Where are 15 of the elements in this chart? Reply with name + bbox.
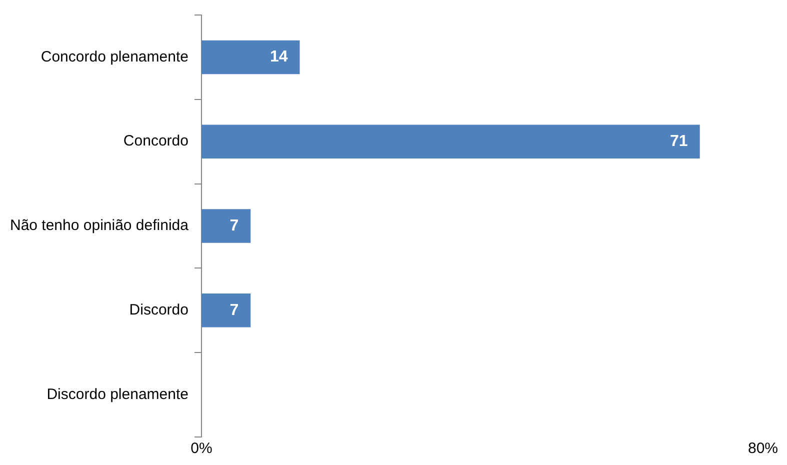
data-label: 14 [270,48,288,66]
y-tick-label: Concordo [123,132,188,150]
y-tick-label: Concordo plenamente [40,48,188,66]
x-tick-label: 80% [748,440,778,458]
bar [201,40,300,74]
y-tick-label: Discordo [129,302,188,319]
bar [201,209,251,243]
y-tick-label: Não tenho opinião definida [10,217,190,234]
data-label: 7 [230,302,239,319]
data-label: 71 [670,133,688,150]
bar [201,294,251,328]
x-tick-label: 0% [190,440,212,458]
data-label: 7 [230,217,239,234]
bar [201,124,700,158]
y-tick-label: Discordo plenamente [46,386,188,403]
